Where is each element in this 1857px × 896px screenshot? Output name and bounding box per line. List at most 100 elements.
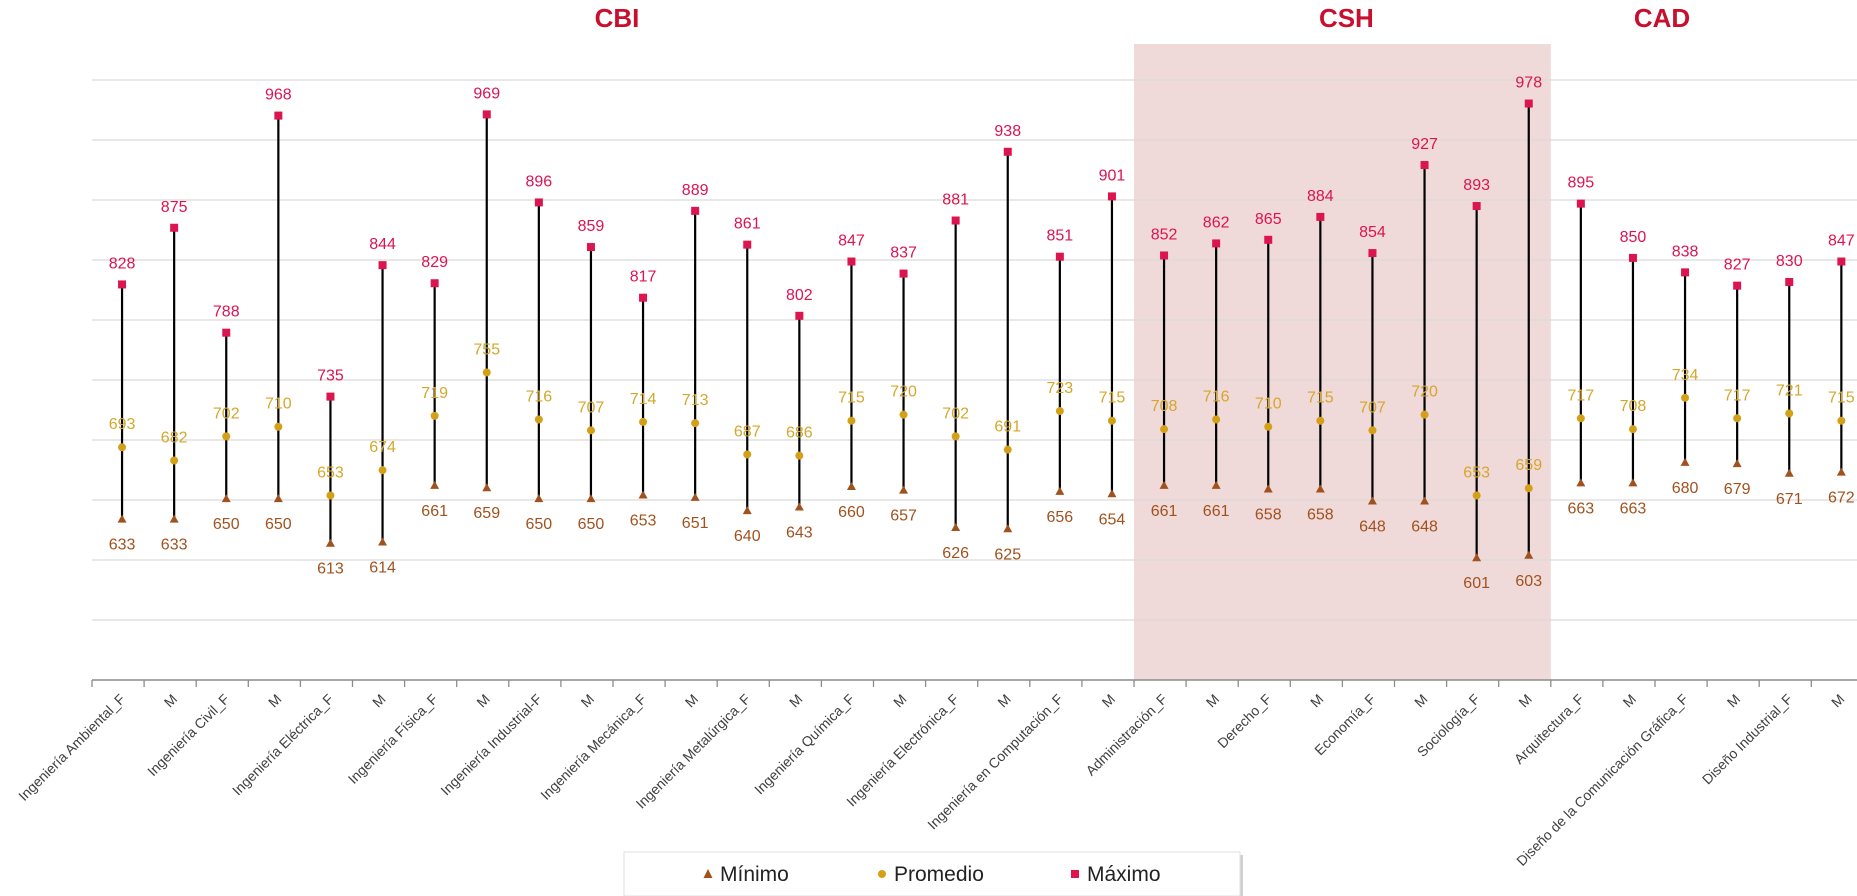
max-marker xyxy=(118,280,127,289)
min-marker xyxy=(1107,489,1117,498)
x-tick-label: Ingeniería Civil_F xyxy=(144,691,232,779)
min-data-label: 680 xyxy=(1672,480,1699,497)
max-marker xyxy=(899,269,908,278)
max-data-label: 881 xyxy=(942,192,969,209)
x-tick-label: M xyxy=(994,691,1014,711)
max-marker xyxy=(534,198,543,207)
max-data-label: 978 xyxy=(1515,75,1542,92)
avg-data-label: 707 xyxy=(1359,399,1386,416)
x-tick-label: M xyxy=(473,691,493,711)
x-tick-label: M xyxy=(1724,691,1744,711)
avg-data-label: 710 xyxy=(265,396,292,413)
min-data-label: 654 xyxy=(1099,511,1126,528)
avg-data-label: 716 xyxy=(525,389,552,406)
x-tick-label: M xyxy=(1411,691,1431,711)
avg-marker xyxy=(482,368,491,377)
max-marker xyxy=(222,328,231,337)
max-marker xyxy=(482,110,491,119)
x-tick-label: Ingeniería Física_F xyxy=(345,691,441,787)
min-marker xyxy=(794,502,804,511)
avg-data-label: 715 xyxy=(1307,390,1334,407)
avg-data-label: 734 xyxy=(1672,367,1699,384)
max-marker xyxy=(378,261,387,270)
max-marker xyxy=(1368,249,1377,258)
avg-marker xyxy=(1003,445,1012,454)
min-marker xyxy=(742,506,752,515)
min-marker xyxy=(221,494,231,503)
min-data-label: 633 xyxy=(161,537,188,554)
avg-data-label: 717 xyxy=(1724,387,1751,404)
x-tick-label: Ingeniería Industrial-F xyxy=(437,691,545,799)
avg-data-label: 715 xyxy=(1828,390,1855,407)
avg-marker xyxy=(586,426,595,435)
max-data-label: 847 xyxy=(1828,233,1855,250)
avg-marker xyxy=(1055,407,1064,416)
x-tick-label: M xyxy=(578,691,598,711)
min-marker xyxy=(1628,478,1638,487)
max-marker xyxy=(1316,212,1325,221)
max-data-label: 889 xyxy=(682,182,709,199)
min-data-label: 659 xyxy=(473,505,500,522)
max-data-label: 838 xyxy=(1672,243,1699,260)
x-tick-label: Ingeniería Ambiental_F xyxy=(15,691,128,804)
min-marker xyxy=(273,494,283,503)
avg-marker xyxy=(170,456,179,465)
min-data-label: 626 xyxy=(942,545,969,562)
x-tick-label: M xyxy=(369,691,389,711)
avg-marker xyxy=(1212,415,1221,424)
legend-label: Mínimo xyxy=(720,863,789,886)
x-tick-label: Derecho_F xyxy=(1214,691,1274,751)
legend-box xyxy=(623,851,1241,896)
group-title-csh: CSH xyxy=(1319,3,1374,33)
min-marker xyxy=(1159,480,1169,489)
avg-data-label: 721 xyxy=(1776,382,1803,399)
max-marker xyxy=(586,243,595,252)
x-tick-label: M xyxy=(161,691,181,711)
min-marker xyxy=(378,537,388,546)
avg-data-label: 713 xyxy=(682,392,709,409)
max-marker xyxy=(1107,192,1116,201)
x-tick-label: M xyxy=(682,691,702,711)
avg-marker xyxy=(1368,426,1377,435)
avg-marker xyxy=(795,451,804,460)
max-data-label: 802 xyxy=(786,287,813,304)
min-marker xyxy=(1680,457,1690,466)
avg-data-label: 714 xyxy=(630,391,657,408)
x-tick-label: M xyxy=(1099,691,1119,711)
x-tick-label: Ingeniería Química_F xyxy=(751,691,858,798)
min-data-label: 658 xyxy=(1255,506,1282,523)
legend-min-icon xyxy=(703,869,713,878)
avg-marker xyxy=(222,432,231,441)
min-marker xyxy=(169,514,179,523)
min-data-label: 671 xyxy=(1776,491,1803,508)
avg-marker xyxy=(1420,410,1429,419)
avg-marker xyxy=(1785,409,1794,418)
group-title-cad: CAD xyxy=(1634,3,1690,33)
x-tick-label: M xyxy=(1828,691,1848,711)
avg-data-label: 708 xyxy=(1620,398,1647,415)
min-data-label: 601 xyxy=(1463,575,1490,592)
avg-marker xyxy=(1107,416,1116,425)
min-data-label: 653 xyxy=(630,512,657,529)
min-data-label: 603 xyxy=(1515,573,1542,590)
min-marker xyxy=(586,494,596,503)
min-data-label: 651 xyxy=(682,515,709,532)
min-data-label: 660 xyxy=(838,504,865,521)
max-data-label: 817 xyxy=(630,269,657,286)
avg-data-label: 674 xyxy=(369,439,396,456)
min-marker xyxy=(1524,550,1534,559)
legend-label: Máximo xyxy=(1087,863,1161,886)
avg-marker xyxy=(118,443,127,452)
min-data-label: 650 xyxy=(265,516,292,533)
max-marker xyxy=(1628,253,1637,262)
avg-marker xyxy=(1316,416,1325,425)
min-marker xyxy=(1367,496,1377,505)
max-data-label: 847 xyxy=(838,233,865,250)
max-data-label: 859 xyxy=(578,218,605,235)
avg-data-label: 723 xyxy=(1046,380,1073,397)
avg-marker xyxy=(534,415,543,424)
min-data-label: 657 xyxy=(890,508,917,525)
max-marker xyxy=(639,293,648,302)
min-marker xyxy=(1576,478,1586,487)
max-data-label: 875 xyxy=(161,199,188,216)
